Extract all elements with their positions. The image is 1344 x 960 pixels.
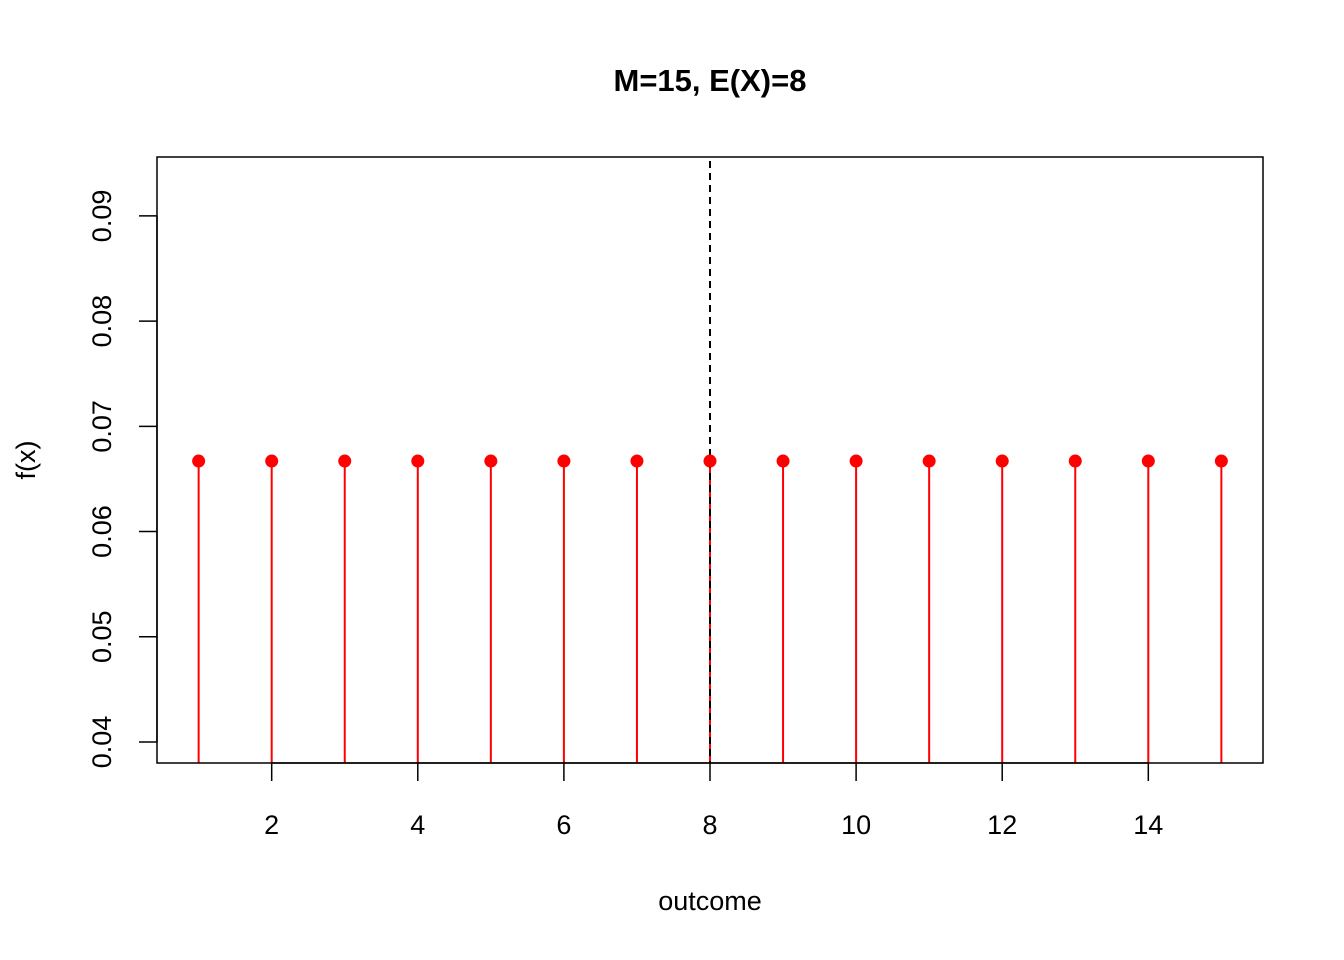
data-point <box>630 454 644 468</box>
points-layer <box>192 454 1228 468</box>
x-axis: 2 4 6 8 10 12 14 <box>264 762 1163 840</box>
y-tick-label: 0.07 <box>87 400 117 453</box>
data-point <box>265 454 279 468</box>
data-point <box>995 454 1009 468</box>
data-point <box>703 454 717 468</box>
data-point <box>849 454 863 468</box>
stems-layer <box>197 461 1223 763</box>
data-point <box>192 454 206 468</box>
x-axis-label: outcome <box>658 886 762 916</box>
data-point <box>776 454 790 468</box>
data-point <box>484 454 498 468</box>
x-tick-label: 14 <box>1133 810 1163 840</box>
data-point <box>1141 454 1155 468</box>
chart-title: M=15, E(X)=8 <box>614 63 807 98</box>
x-tick-label: 8 <box>702 810 717 840</box>
data-point <box>1214 454 1228 468</box>
y-tick-label: 0.06 <box>87 505 117 558</box>
data-point <box>338 454 352 468</box>
y-axis: 0.04 0.05 0.06 0.07 0.08 0.09 <box>87 190 158 769</box>
x-tick-label: 6 <box>556 810 571 840</box>
y-axis-label: f(x) <box>11 441 41 480</box>
data-point <box>922 454 936 468</box>
x-tick-label: 4 <box>410 810 425 840</box>
y-tick-label: 0.04 <box>87 716 117 769</box>
y-tick-label: 0.05 <box>87 610 117 663</box>
x-tick-label: 2 <box>264 810 279 840</box>
x-tick-label: 10 <box>841 810 871 840</box>
y-tick-label: 0.09 <box>87 190 117 243</box>
x-tick-label: 12 <box>987 810 1017 840</box>
data-point <box>411 454 425 468</box>
y-tick-label: 0.08 <box>87 295 117 348</box>
data-point <box>1068 454 1082 468</box>
data-point <box>557 454 571 468</box>
